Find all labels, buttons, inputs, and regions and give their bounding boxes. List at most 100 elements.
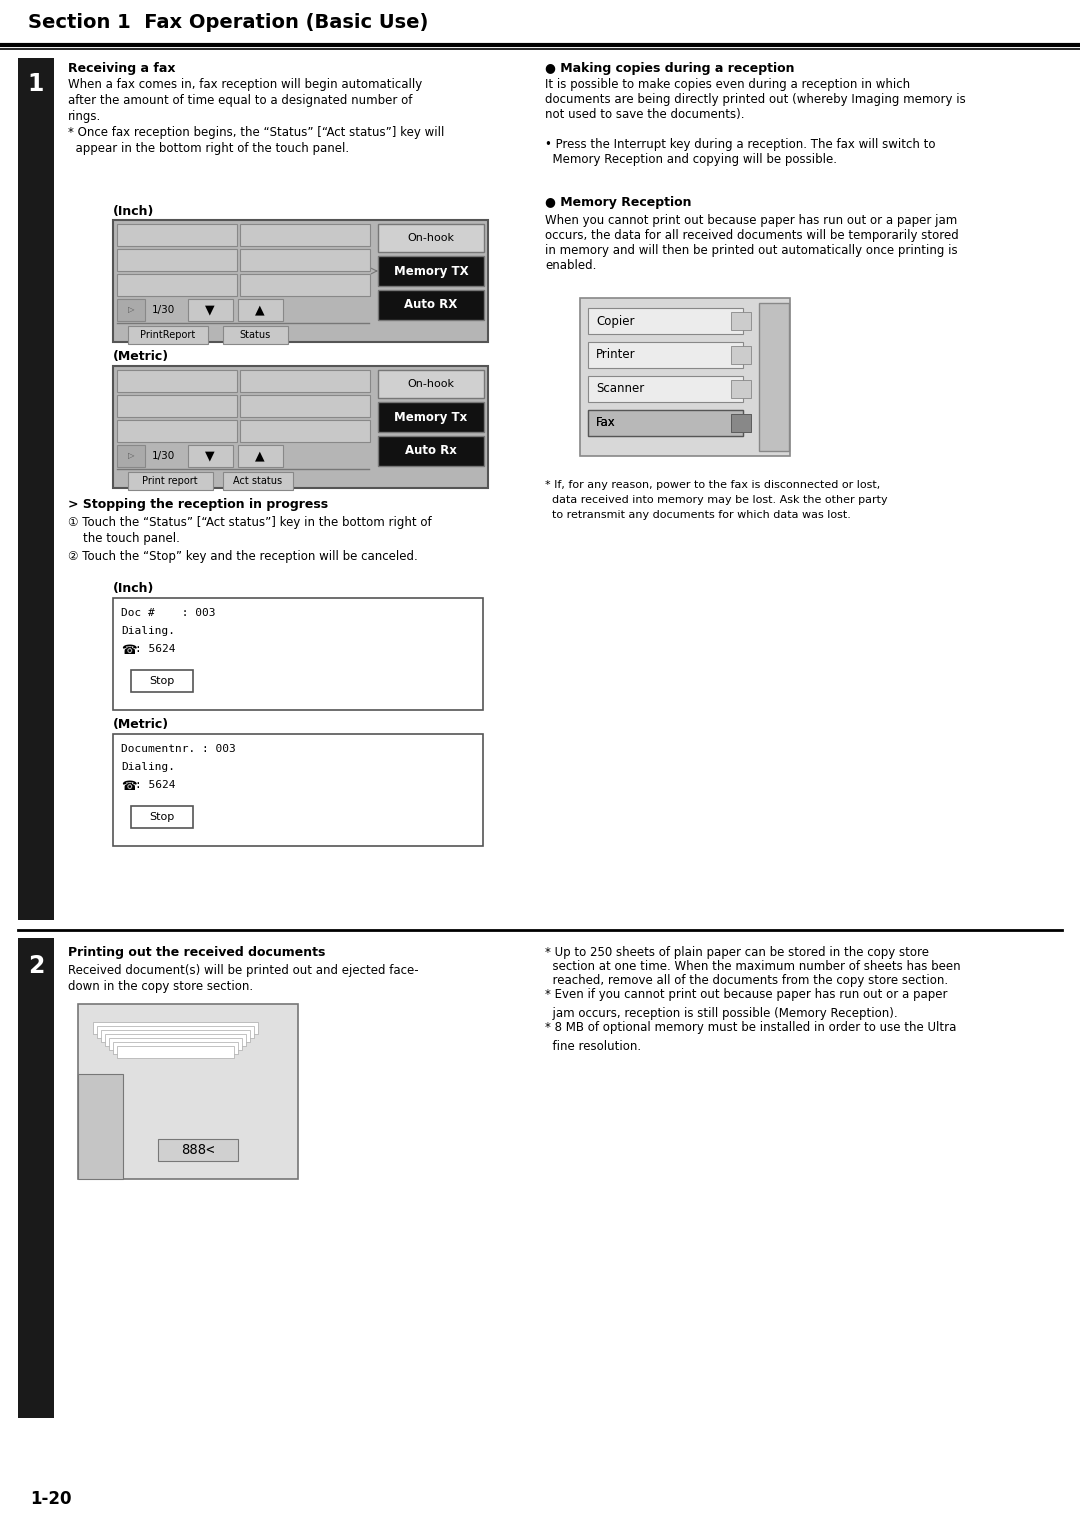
Text: after the amount of time equal to a designated number of: after the amount of time equal to a desi… [68,95,413,107]
Bar [731,345,751,364]
Text: On-hook: On-hook [407,232,455,243]
Text: * 8 MB of optional memory must be installed in order to use the Ultra: * 8 MB of optional memory must be instal… [545,1021,957,1034]
Bar [588,309,743,335]
Text: down in the copy store section.: down in the copy store section. [68,979,253,993]
Bar [588,410,743,435]
Text: * If, for any reason, power to the fax is disconnected or lost,: * If, for any reason, power to the fax i… [545,480,880,490]
Bar [238,445,283,468]
Text: : 5624: : 5624 [135,779,175,790]
Bar [222,325,288,344]
Bar [240,225,370,246]
Bar [378,402,484,432]
Text: * Once fax reception begins, the “Status” [“Act status”] key will: * Once fax reception begins, the “Status… [68,125,444,139]
Bar [117,396,237,417]
Text: ● Making copies during a reception: ● Making copies during a reception [545,63,795,75]
Text: ▷: ▷ [127,451,134,460]
Text: ① Touch the “Status” [“Act status”] key in the bottom right of: ① Touch the “Status” [“Act status”] key … [68,516,432,529]
Bar [238,299,283,321]
Text: * Even if you cannot print out because paper has run out or a paper: * Even if you cannot print out because p… [545,989,947,1001]
Text: Dialing.: Dialing. [121,626,175,636]
Text: ▷: ▷ [127,306,134,315]
Bar [240,396,370,417]
Text: Stop: Stop [149,811,175,822]
Text: Print report: Print report [143,477,198,486]
Bar [222,472,293,490]
Text: > Stopping the reception in progress: > Stopping the reception in progress [68,498,328,510]
Bar [102,1030,249,1042]
Bar [378,290,484,319]
Text: Section 1  Fax Operation (Basic Use): Section 1 Fax Operation (Basic Use) [28,12,429,32]
Text: (Metric): (Metric) [113,718,170,730]
Bar [129,472,213,490]
Text: reached, remove all of the documents from the copy store section.: reached, remove all of the documents fro… [545,973,948,987]
Text: (Inch): (Inch) [113,582,154,594]
Bar [731,380,751,397]
Text: documents are being directly printed out (whereby Imaging memory is: documents are being directly printed out… [545,93,966,105]
Bar [131,669,193,692]
Text: Receiving a fax: Receiving a fax [68,63,175,75]
Text: * Up to 250 sheets of plain paper can be stored in the copy store: * Up to 250 sheets of plain paper can be… [545,946,929,960]
Text: Act status: Act status [233,477,283,486]
Text: ● Memory Reception: ● Memory Reception [545,196,691,209]
Bar [117,370,237,393]
Text: PrintReport: PrintReport [140,330,195,341]
Text: 1-20: 1-20 [30,1490,71,1508]
Bar [117,1047,234,1057]
Text: rings.: rings. [68,110,102,122]
Bar [731,414,751,432]
Bar [105,1034,246,1047]
Bar [117,445,145,468]
Text: ☎: ☎ [121,643,137,657]
Bar [378,435,484,466]
Text: Stop: Stop [149,675,175,686]
Bar [117,274,237,296]
Bar [378,370,484,397]
Bar [588,410,743,435]
Bar [188,299,233,321]
Text: ▼: ▼ [205,304,215,316]
Text: Fax: Fax [596,417,616,429]
Text: Fax: Fax [596,417,616,429]
Bar [588,376,743,402]
Bar [113,597,483,711]
Bar [580,298,789,455]
Text: It is possible to make copies even during a reception in which: It is possible to make copies even durin… [545,78,910,92]
Text: section at one time. When the maximum number of sheets has been: section at one time. When the maximum nu… [545,960,960,973]
Bar [113,220,488,342]
Text: Scanner: Scanner [596,382,645,396]
Text: On-hook: On-hook [407,379,455,390]
Text: Dialing.: Dialing. [121,762,175,772]
Text: (Metric): (Metric) [113,350,170,364]
Bar [113,733,483,847]
Text: in memory and will then be printed out automatically once printing is: in memory and will then be printed out a… [545,244,958,257]
Text: Copier: Copier [596,315,635,327]
Text: appear in the bottom right of the touch panel.: appear in the bottom right of the touch … [68,142,349,154]
Bar [117,299,145,321]
Bar [131,805,193,828]
Text: Documentnr. : 003: Documentnr. : 003 [121,744,235,753]
Text: When you cannot print out because paper has run out or a paper jam: When you cannot print out because paper … [545,214,957,228]
Text: Printing out the received documents: Printing out the received documents [68,946,325,960]
Text: Memory Reception and copying will be possible.: Memory Reception and copying will be pos… [545,153,837,167]
Text: ▲: ▲ [255,449,265,463]
Text: (Inch): (Inch) [113,205,154,219]
Bar [113,1042,238,1054]
Text: Doc #    : 003: Doc # : 003 [121,608,216,617]
Text: Status: Status [240,330,271,341]
Bar [240,274,370,296]
Text: 1/30: 1/30 [151,306,175,315]
Text: to retransmit any documents for which data was lost.: to retransmit any documents for which da… [545,510,851,520]
Text: : 5624: : 5624 [135,643,175,654]
Bar [18,938,54,1418]
Text: 1/30: 1/30 [151,451,175,461]
Text: the touch panel.: the touch panel. [68,532,180,545]
Bar [188,445,233,468]
Bar [97,1025,254,1038]
Text: data received into memory may be lost. Ask the other party: data received into memory may be lost. A… [545,495,888,504]
Bar [93,1022,258,1034]
Text: • Press the Interrupt key during a reception. The fax will switch to: • Press the Interrupt key during a recep… [545,138,935,151]
Bar [240,249,370,270]
Text: Auto Rx: Auto Rx [405,445,457,457]
Text: Memory TX: Memory TX [394,264,469,278]
Bar [731,414,751,432]
